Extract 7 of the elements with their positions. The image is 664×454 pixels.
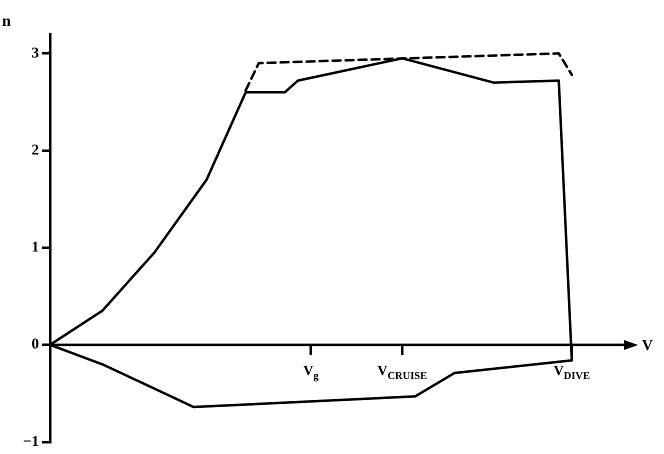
y-tick-label: 0	[32, 336, 40, 353]
x-axis-title: V	[642, 338, 653, 354]
y-tick-label: 1	[32, 240, 40, 256]
y-tick-label: −1	[22, 434, 40, 450]
y-tick-label: 2	[32, 142, 40, 158]
y-axis-title: n	[2, 13, 12, 30]
y-tick-label: 3	[32, 45, 40, 62]
